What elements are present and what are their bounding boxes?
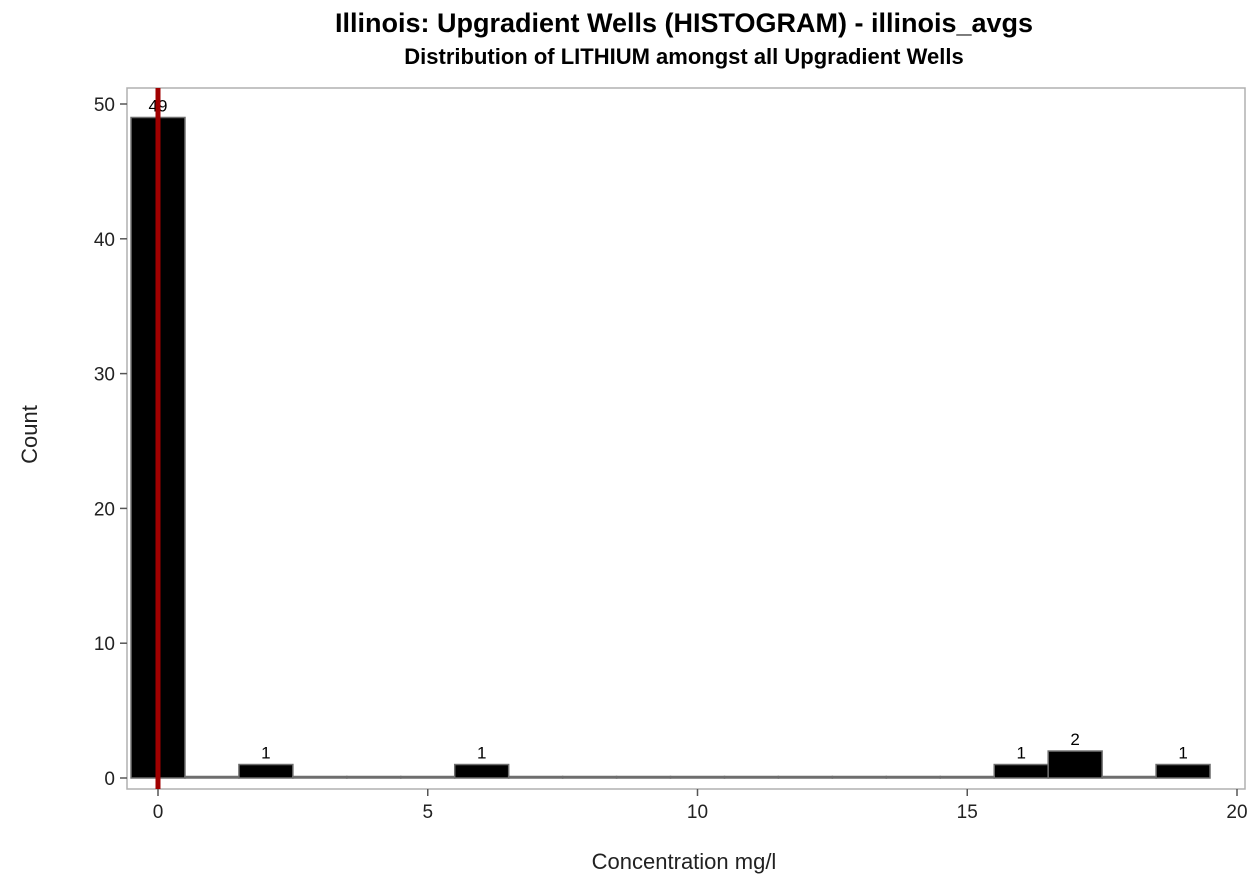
x-tick-label-3: 15	[957, 802, 978, 823]
plot-area-frame	[126, 87, 1246, 790]
histogram-bar-14	[885, 775, 942, 779]
y-axis-title: Count	[17, 405, 42, 464]
histogram-bar-12	[777, 775, 834, 779]
y-tick-label-3: 30	[94, 365, 115, 386]
y-tick-label-1: 10	[94, 634, 115, 655]
y-tick-label-2: 20	[94, 499, 115, 520]
bar-value-label-16: 1	[1016, 744, 1025, 763]
bar-value-label-2: 1	[261, 744, 270, 763]
x-tick-label-4: 20	[1226, 802, 1247, 823]
y-tick-label-4: 40	[94, 230, 115, 251]
histogram-bar-5	[400, 775, 456, 779]
x-tick-label-1: 5	[422, 802, 433, 823]
chart-subtitle: Distribution of LITHIUM amongst all Upgr…	[404, 44, 964, 69]
histogram-bar-3	[292, 775, 348, 779]
histogram-bar-2	[238, 763, 294, 779]
x-tick-label-2: 10	[687, 802, 708, 823]
histogram-bar-11	[723, 775, 780, 779]
histogram-bar-10	[669, 775, 726, 779]
histogram-bar-1	[184, 775, 240, 779]
chart-title: Illinois: Upgradient Wells (HISTOGRAM) -…	[334, 8, 1034, 38]
histogram-bar-6	[453, 763, 510, 779]
bar-value-label-17: 2	[1070, 730, 1079, 749]
histogram-bar-4	[346, 775, 402, 779]
histogram-bar-16	[993, 763, 1049, 779]
histogram-bar-15	[939, 775, 995, 779]
bar-value-label-19: 1	[1178, 744, 1187, 763]
histogram-bar-8	[561, 775, 618, 779]
bar-value-label-6: 1	[477, 744, 486, 763]
histogram-bar-13	[831, 775, 888, 779]
histogram-bar-17	[1047, 750, 1103, 779]
histogram-bar-19	[1155, 763, 1211, 779]
x-axis-title: Concentration mg/l	[592, 849, 777, 874]
histogram-bar-9	[615, 775, 672, 779]
x-tick-label-0: 0	[153, 802, 164, 823]
histogram-bar-18	[1101, 775, 1157, 779]
y-tick-label-5: 50	[94, 95, 115, 116]
y-tick-label-0: 0	[104, 769, 115, 790]
histogram-bar-7	[507, 775, 564, 779]
